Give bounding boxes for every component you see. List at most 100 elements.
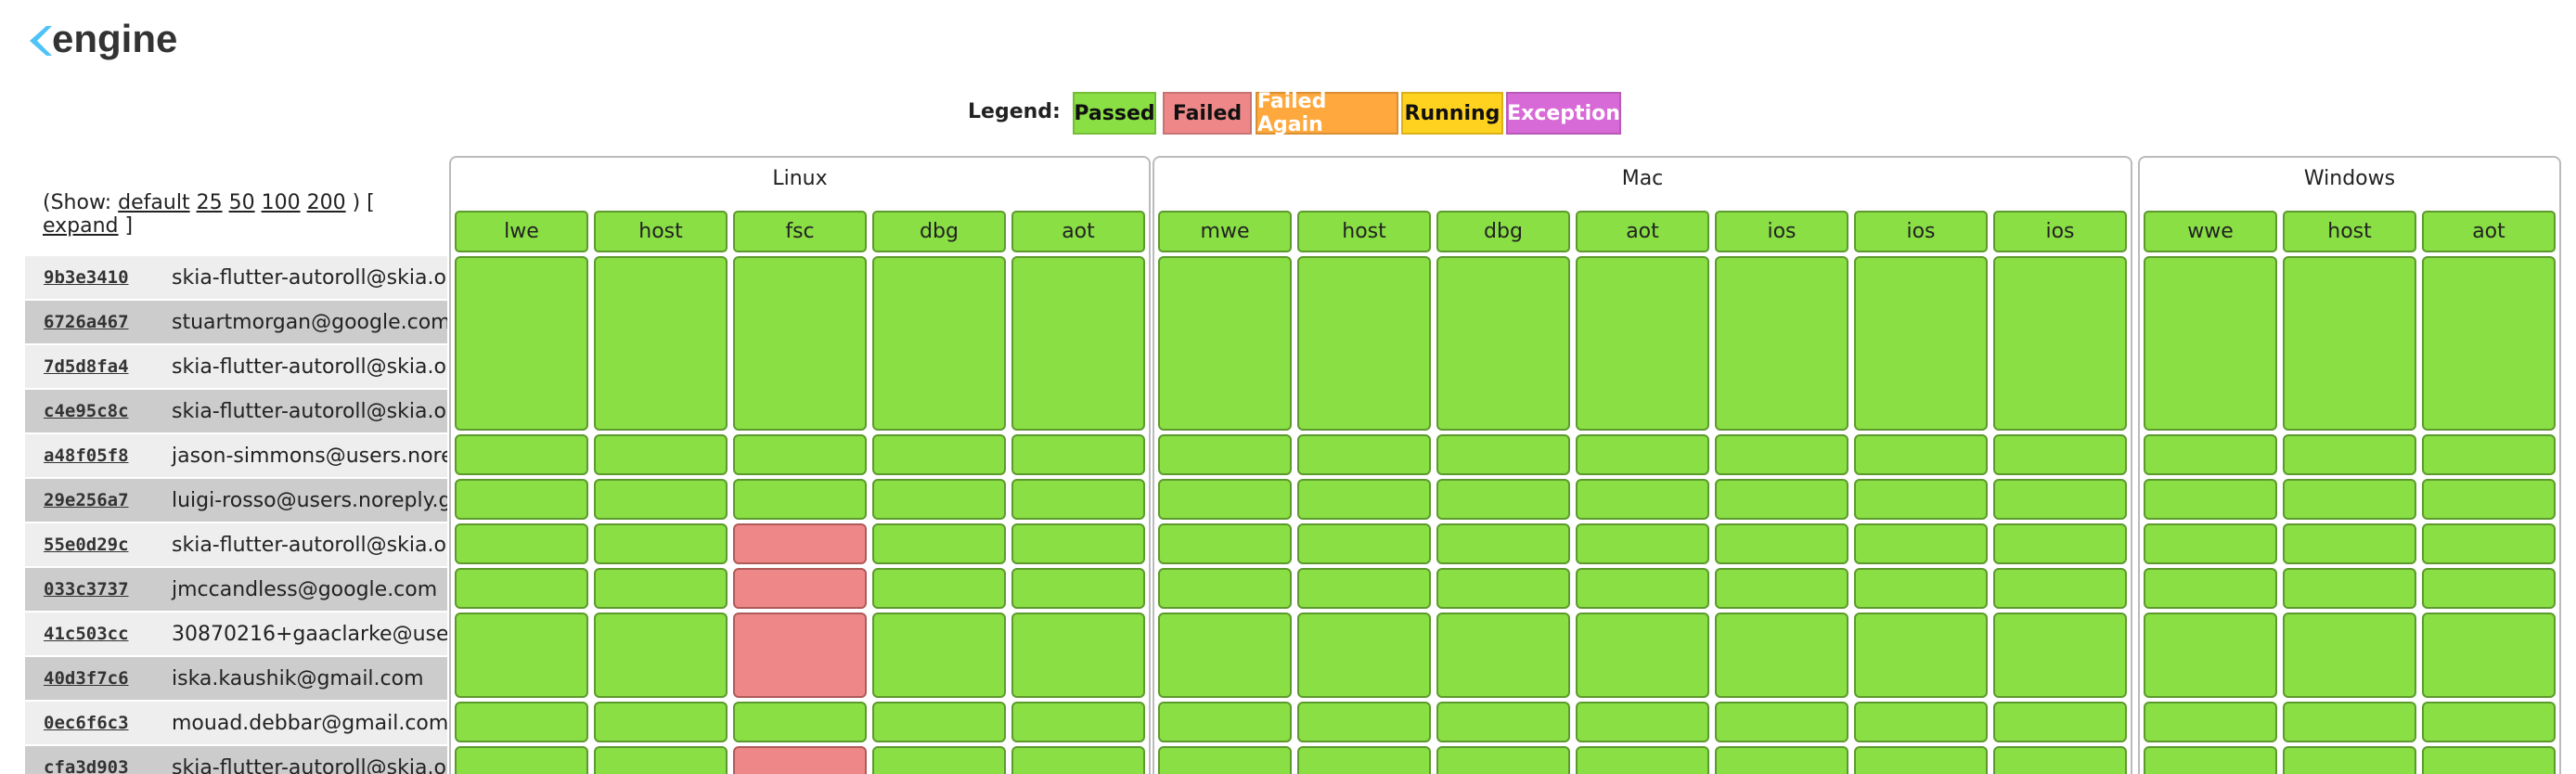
result-cell[interactable]: [1993, 256, 2127, 431]
result-cell[interactable]: [1854, 702, 1988, 742]
result-cell[interactable]: [1158, 479, 1292, 520]
result-cell[interactable]: [1576, 523, 1709, 564]
result-cell[interactable]: [1297, 479, 1431, 520]
result-cell[interactable]: [1993, 702, 2127, 742]
result-cell[interactable]: [1436, 746, 1570, 774]
show-option[interactable]: 100: [261, 191, 301, 214]
column-header[interactable]: fsc: [733, 211, 867, 252]
result-cell[interactable]: [1436, 434, 1570, 475]
result-cell[interactable]: [2283, 568, 2416, 609]
commit-hash[interactable]: cfa3d903: [44, 757, 129, 774]
result-cell[interactable]: [733, 479, 867, 520]
column-header[interactable]: host: [1297, 211, 1431, 252]
result-cell[interactable]: [1715, 746, 1848, 774]
result-cell[interactable]: [2422, 479, 2556, 520]
result-cell[interactable]: [1854, 256, 1988, 431]
result-cell[interactable]: [1993, 479, 2127, 520]
result-cell[interactable]: [2422, 568, 2556, 609]
column-header[interactable]: dbg: [872, 211, 1006, 252]
result-cell[interactable]: [2144, 746, 2277, 774]
result-cell[interactable]: [1436, 568, 1570, 609]
result-cell[interactable]: [1011, 613, 1145, 698]
result-cell[interactable]: [2144, 479, 2277, 520]
result-cell[interactable]: [2144, 434, 2277, 475]
commit-hash[interactable]: 41c503cc: [44, 624, 129, 644]
result-cell[interactable]: [1854, 523, 1988, 564]
result-cell[interactable]: [1993, 568, 2127, 609]
result-cell[interactable]: [872, 479, 1006, 520]
result-cell[interactable]: [1158, 434, 1292, 475]
show-option[interactable]: default: [118, 191, 190, 214]
result-cell[interactable]: [2283, 746, 2416, 774]
result-cell[interactable]: [1436, 613, 1570, 698]
result-cell[interactable]: [1436, 479, 1570, 520]
result-cell[interactable]: [1993, 434, 2127, 475]
result-cell[interactable]: [1158, 568, 1292, 609]
result-cell[interactable]: [1297, 613, 1431, 698]
result-cell[interactable]: [1297, 256, 1431, 431]
result-cell[interactable]: [872, 568, 1006, 609]
result-cell[interactable]: [455, 434, 588, 475]
result-cell[interactable]: [594, 523, 728, 564]
show-option[interactable]: 200: [306, 191, 346, 214]
column-header[interactable]: ios: [1854, 211, 1988, 252]
result-cell[interactable]: [2283, 256, 2416, 431]
result-cell[interactable]: [872, 256, 1006, 431]
result-cell[interactable]: [1854, 568, 1988, 609]
result-cell[interactable]: [1993, 746, 2127, 774]
result-cell[interactable]: [1993, 613, 2127, 698]
commit-hash[interactable]: 6726a467: [44, 312, 129, 332]
result-cell[interactable]: [1715, 613, 1848, 698]
result-cell[interactable]: [872, 523, 1006, 564]
result-cell[interactable]: [1854, 746, 1988, 774]
result-cell[interactable]: [1576, 702, 1709, 742]
result-cell[interactable]: [1715, 523, 1848, 564]
result-cell[interactable]: [2422, 613, 2556, 698]
result-cell[interactable]: [1158, 702, 1292, 742]
commit-hash[interactable]: a48f05f8: [44, 445, 129, 466]
result-cell[interactable]: [594, 702, 728, 742]
column-header[interactable]: aot: [1011, 211, 1145, 252]
commit-hash[interactable]: c4e95c8c: [44, 401, 129, 421]
result-cell[interactable]: [1297, 702, 1431, 742]
column-header[interactable]: aot: [2422, 211, 2556, 252]
result-cell[interactable]: [2283, 523, 2416, 564]
result-cell[interactable]: [1011, 702, 1145, 742]
result-cell[interactable]: [1576, 746, 1709, 774]
logo[interactable]: engine: [52, 17, 178, 60]
show-option[interactable]: 25: [196, 191, 223, 214]
result-cell[interactable]: [2283, 702, 2416, 742]
result-cell[interactable]: [2422, 523, 2556, 564]
commit-hash[interactable]: 0ec6f6c3: [44, 713, 129, 733]
result-cell[interactable]: [733, 568, 867, 609]
result-cell[interactable]: [1436, 256, 1570, 431]
result-cell[interactable]: [2422, 746, 2556, 774]
column-header[interactable]: wwe: [2144, 211, 2277, 252]
result-cell[interactable]: [2283, 479, 2416, 520]
result-cell[interactable]: [2144, 702, 2277, 742]
result-cell[interactable]: [1297, 434, 1431, 475]
result-cell[interactable]: [1436, 523, 1570, 564]
result-cell[interactable]: [1297, 568, 1431, 609]
result-cell[interactable]: [1576, 568, 1709, 609]
result-cell[interactable]: [733, 746, 867, 774]
result-cell[interactable]: [1576, 434, 1709, 475]
result-cell[interactable]: [1436, 702, 1570, 742]
result-cell[interactable]: [733, 434, 867, 475]
expand-link[interactable]: expand: [43, 214, 119, 238]
result-cell[interactable]: [733, 256, 867, 431]
commit-hash[interactable]: 9b3e3410: [44, 267, 129, 288]
result-cell[interactable]: [872, 702, 1006, 742]
result-cell[interactable]: [1576, 256, 1709, 431]
commit-hash[interactable]: 40d3f7c6: [44, 668, 129, 689]
result-cell[interactable]: [1715, 479, 1848, 520]
commit-hash[interactable]: 033c3737: [44, 579, 129, 600]
result-cell[interactable]: [1011, 434, 1145, 475]
result-cell[interactable]: [1158, 523, 1292, 564]
result-cell[interactable]: [733, 523, 867, 564]
result-cell[interactable]: [733, 702, 867, 742]
column-header[interactable]: host: [2283, 211, 2416, 252]
result-cell[interactable]: [1715, 256, 1848, 431]
result-cell[interactable]: [594, 613, 728, 698]
result-cell[interactable]: [594, 434, 728, 475]
